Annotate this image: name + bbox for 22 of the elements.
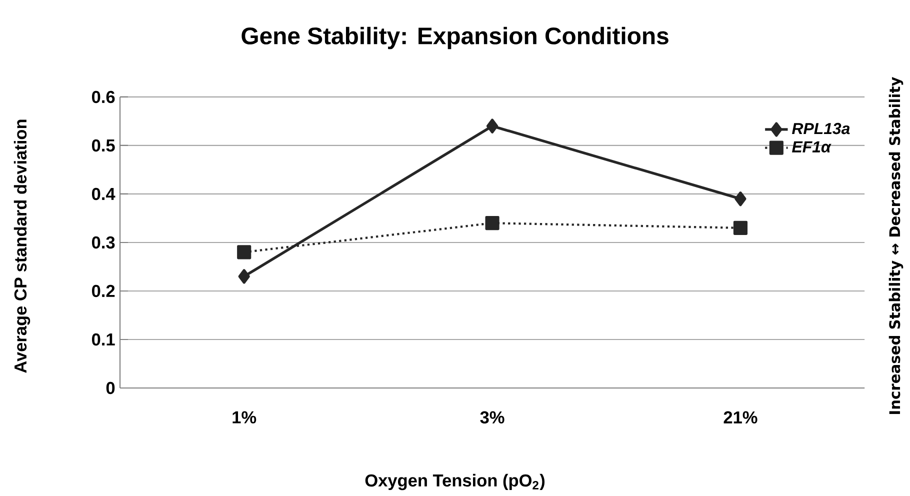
y-tick-label: 0.6 <box>92 90 115 104</box>
legend-label: EF1α <box>792 141 832 152</box>
y-tick-label: 0.3 <box>92 236 115 249</box>
y-tick-label: 0.2 <box>92 284 115 298</box>
y-tick-label: 0.1 <box>92 333 115 346</box>
x-tick-label: 1% <box>232 411 256 424</box>
chart-title: Gene Stability: Expansion Conditions <box>242 26 668 50</box>
y-axis-title: Average CP standard deviation <box>14 120 30 373</box>
y-tick-label: 0 <box>106 382 115 394</box>
y-tick-label: 0.5 <box>92 139 115 152</box>
point <box>238 269 250 284</box>
x-tick-label: 21% <box>724 411 758 424</box>
x-tick-label: 3% <box>480 411 504 424</box>
point <box>733 220 748 235</box>
point <box>486 118 498 134</box>
x-axis-title: Oxygen Tension (pO$_{2}$) <box>365 474 545 490</box>
point <box>237 245 252 260</box>
y-tick-label: 0.4 <box>92 188 116 200</box>
legend-label: RPL13a <box>792 122 850 134</box>
point <box>734 192 746 206</box>
y2-axis-title: Increased Stability ↔ Decreased Stability <box>888 76 904 414</box>
point <box>485 216 500 230</box>
